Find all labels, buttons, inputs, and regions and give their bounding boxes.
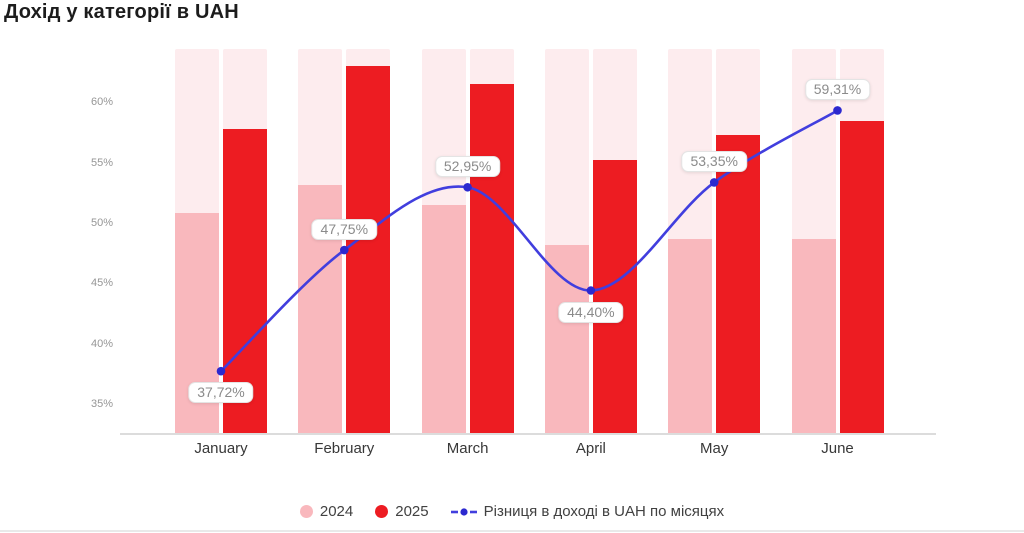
legend-label-difference: Різниця в доході в UAH по місяцях [483, 503, 725, 520]
difference-line-svg [216, 106, 842, 376]
y-axis-label: 40% [90, 337, 113, 350]
y-axis-label: 55% [90, 156, 113, 169]
point-label-april: 44,40% [558, 301, 624, 323]
red-dot-icon [375, 505, 389, 518]
point-label-may: 53,35% [681, 151, 747, 173]
point-label-january: 37,72% [188, 382, 254, 404]
line-dot-icon [450, 507, 477, 516]
line-point-may[interactable] [709, 178, 719, 187]
x-axis-label-january: January [194, 440, 248, 457]
bar-2024-march[interactable] [421, 204, 466, 433]
legend-item-2024[interactable]: 2024 [299, 503, 354, 520]
y-axis-label: 35% [90, 398, 113, 411]
chart-title: Дохід у категорії в UAH [4, 1, 239, 23]
bar-2025-june[interactable] [839, 121, 884, 433]
bar-2024-april[interactable] [544, 244, 589, 433]
x-axis-label-april: April [575, 440, 606, 457]
point-label-june: 59,31% [804, 79, 871, 101]
y-axis-label: 50% [90, 216, 113, 229]
y-axis-label: 45% [90, 277, 113, 290]
point-label-february: 47,75% [311, 219, 378, 241]
x-axis-line [120, 433, 936, 435]
bar-2025-may[interactable] [716, 134, 761, 433]
pink-dot-icon [299, 505, 313, 518]
difference-line [220, 109, 839, 373]
legend-item-2025[interactable]: 2025 [375, 503, 429, 520]
bar-2025-april[interactable] [592, 160, 637, 433]
x-axis-label-may: May [700, 440, 729, 457]
bar-2024-may[interactable] [668, 238, 713, 433]
bar-2025-march[interactable] [469, 84, 514, 433]
point-label-march: 52,95% [434, 156, 501, 178]
y-axis-label: 60% [90, 96, 113, 109]
line-point-february[interactable] [340, 245, 349, 255]
x-axis-label-march: March [446, 440, 489, 457]
legend-label-2025: 2025 [395, 503, 429, 520]
x-axis-label-february: February [314, 440, 375, 457]
line-point-april[interactable] [586, 286, 596, 295]
line-point-june[interactable] [833, 106, 842, 115]
legend-label-2024: 2024 [319, 503, 354, 520]
line-point-march[interactable] [463, 182, 472, 192]
bottom-divider [0, 530, 1024, 532]
x-axis-label-june: June [821, 440, 854, 457]
line-point-january[interactable] [216, 366, 226, 376]
legend-item-difference-line[interactable]: Різниця в доході в UAH по місяцях [450, 503, 725, 520]
bar-2025-february[interactable] [346, 65, 391, 433]
legend: 2024 2025 Різниця в доході в UAH по міся… [0, 503, 1024, 520]
bar-2024-june[interactable] [791, 238, 836, 433]
